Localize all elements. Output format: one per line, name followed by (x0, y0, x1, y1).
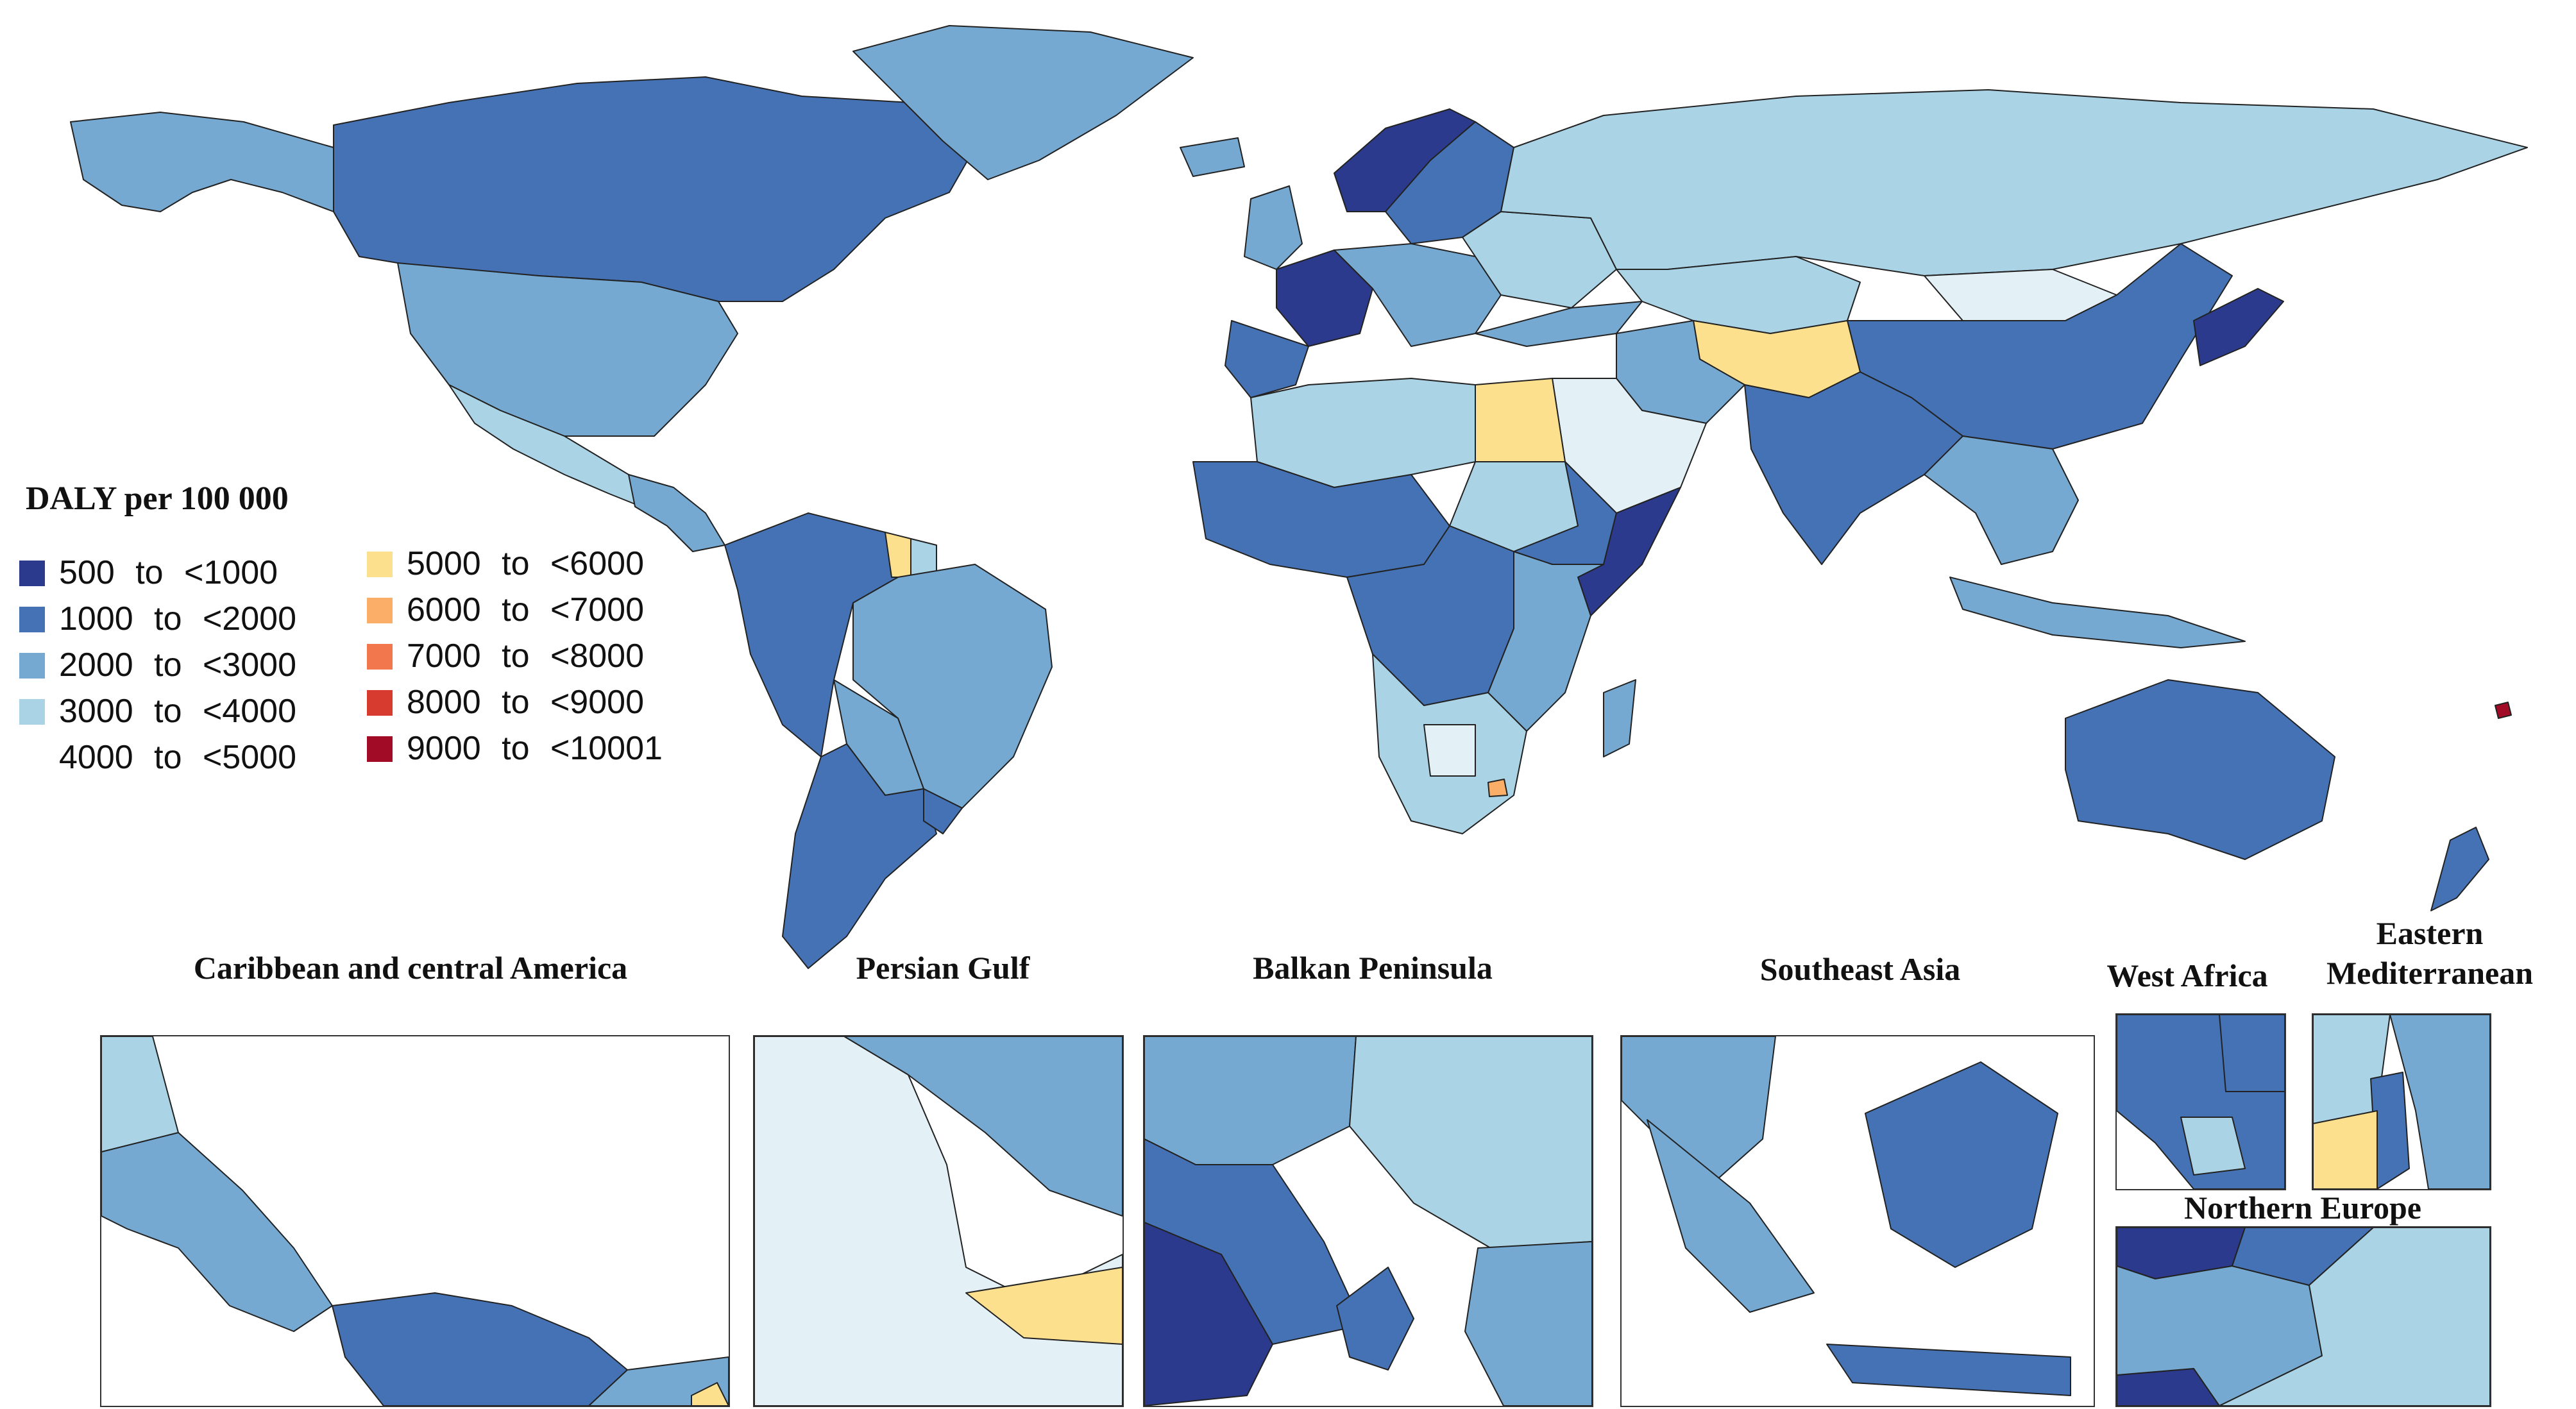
map-region-central-america (628, 474, 725, 552)
inset-region-brazil (588, 1356, 729, 1406)
map-region-mexico (448, 384, 642, 507)
legend-column-right: 5000 to <6000 6000 to <7000 7000 to <8000 8… (367, 544, 700, 767)
legend-label: 2000 to <3000 (59, 646, 296, 684)
legend-swatch (367, 644, 393, 670)
inset-title-balkan: Balkan Peninsula (1253, 950, 1493, 986)
map-region-east-africa (1487, 551, 1604, 732)
inset-region-central-asia-afghanistan (965, 1267, 1123, 1345)
map-region-southeast-asia (1924, 435, 2079, 565)
map-region-central-europe (1334, 243, 1502, 347)
legend-swatch (367, 736, 393, 762)
inset-title-west-africa: West Africa (2106, 958, 2268, 993)
inset-map-balkan (1143, 1035, 1593, 1407)
inset-region-central-europe (1144, 1036, 1357, 1165)
legend-title: DALY per 100 000 (26, 480, 289, 517)
inset-region-turkey (1464, 1241, 1592, 1406)
inset-region-china (1865, 1061, 2058, 1268)
map-region-argentina-chile (782, 743, 937, 969)
inset-region-france (1144, 1222, 1273, 1406)
inset-title-eastern-mediterranean: Eastern Mediterranean (2284, 913, 2576, 993)
inset-region-central-africa (2219, 1015, 2285, 1092)
legend-column-left: 500 to <1000 1000 to <2000 2000 to <3000 30… (19, 553, 353, 776)
inset-region-sweden-finland (1336, 1267, 1414, 1371)
map-region-united-kingdom-ireland (1244, 185, 1303, 270)
inset-map-eastern-mediterranean (2312, 1013, 2491, 1190)
inset-region-egypt (2313, 1110, 2378, 1189)
inset-region-eastern-europe (2219, 1228, 2490, 1406)
map-region-indonesia (1949, 577, 2246, 648)
legend-swatch (367, 598, 393, 623)
legend-swatch (367, 690, 393, 716)
inset-region-indonesia (1647, 1119, 1815, 1313)
legend-swatch (19, 561, 45, 586)
legend-swatch (19, 653, 45, 679)
legend-swatch (19, 607, 45, 632)
map-region-turkey (1475, 301, 1643, 347)
inset-map-caribbean (100, 1035, 730, 1407)
map-region-lesotho (1487, 779, 1508, 797)
inset-region-north-africa (2180, 1117, 2246, 1176)
legend-label: 9000 to <10001 (407, 730, 663, 767)
inset-region-guyana (691, 1382, 729, 1406)
legend-label: 1000 to <2000 (59, 600, 296, 637)
legend-label: 8000 to <9000 (407, 684, 644, 721)
map-region-alaska (70, 112, 334, 212)
map-region-united-states (397, 262, 738, 437)
inset-title-northern-europe: Northern Europe (2184, 1190, 2421, 1226)
map-region-uruguay (923, 788, 963, 834)
legend-label: 6000 to <7000 (407, 591, 644, 629)
legend-swatch (19, 745, 45, 771)
map-region-iceland (1180, 137, 1245, 177)
legend-label: 5000 to <6000 (407, 545, 644, 582)
inset-map-west-africa (2115, 1013, 2286, 1190)
legend-label: 7000 to <8000 (407, 637, 644, 675)
inset-title-text: Eastern Mediterranean (2326, 915, 2534, 991)
world-map (70, 25, 2528, 969)
map-region-pacific-islands (2495, 702, 2512, 719)
map-region-egypt (1475, 378, 1566, 462)
legend-label: 500 to <1000 (59, 554, 278, 591)
map-region-australia (2065, 679, 2335, 860)
map-region-new-zealand (2430, 827, 2489, 911)
legend-swatch (19, 699, 45, 725)
map-region-brazil (852, 564, 1053, 809)
inset-region-central-america (101, 1132, 333, 1332)
map-region-madagascar (1603, 679, 1636, 757)
inset-region-mexico (101, 1036, 179, 1152)
inset-map-northern-europe (2115, 1226, 2491, 1407)
inset-region-colombia-venezuela-ecuador-peru (332, 1292, 628, 1406)
inset-title-caribbean: Caribbean and central America (193, 950, 628, 986)
legend-swatch (367, 552, 393, 577)
inset-title-persian-gulf: Persian Gulf (856, 950, 1030, 986)
map-region-japan-korea (2193, 288, 2284, 366)
inset-title-southeast-asia: Southeast Asia (1759, 951, 1961, 987)
inset-region-eastern-europe (1349, 1036, 1592, 1249)
map-region-botswana (1423, 724, 1476, 777)
inset-region-india-pakistan (1826, 1344, 2071, 1396)
map-region-greenland (852, 25, 1194, 180)
legend-label: 4000 to <5000 (59, 739, 296, 776)
inset-region-turkey (2389, 1015, 2490, 1189)
map-region-russia (1500, 89, 2528, 276)
map-region-spain-portugal (1224, 320, 1309, 398)
inset-map-southeast-asia (1620, 1035, 2095, 1407)
inset-map-persian-gulf (753, 1035, 1124, 1407)
legend-label: 3000 to <4000 (59, 693, 296, 730)
